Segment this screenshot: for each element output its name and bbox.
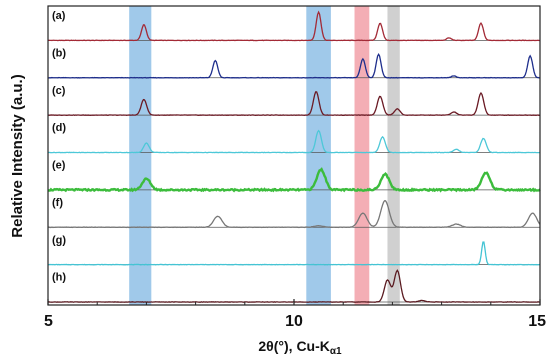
trace-label-h: (h) [52,272,66,284]
trace-panels [47,10,541,303]
trace-a [47,10,541,42]
trace-labels: (a) (b) (c) (d) (e) (f) (g) (h) [52,10,66,284]
highlight-band-4 [387,6,400,305]
highlight-band-3 [354,6,370,305]
x-tick-label-5: 5 [44,313,53,330]
x-axis-label: 2θ(°), Cu-Kα1 [258,338,342,356]
trace-h [47,269,541,303]
trace-b [47,53,541,79]
trace-d [47,129,541,154]
highlight-bands [129,6,400,305]
highlight-band-1 [129,6,152,305]
x-axis-label-main: 2θ(°), Cu-K [258,338,330,354]
x-tick-label-15: 15 [528,313,546,330]
trace-f [47,200,541,229]
trace-label-g: (g) [52,234,66,246]
x-axis-label-subscript: α1 [330,346,342,356]
trace-label-d: (d) [52,122,66,134]
trace-label-a: (a) [52,10,66,22]
trace-label-c: (c) [52,85,66,97]
plot-frame [47,5,541,306]
x-tick-label-10: 10 [285,313,303,330]
trace-e [47,167,541,193]
y-axis-label: Relative Intensity (a.u.) [9,74,26,237]
highlight-band-2 [306,6,331,305]
trace-label-b: (b) [52,47,66,59]
trace-label-f: (f) [52,197,63,209]
trace-g [48,241,541,266]
trace-label-e: (e) [52,160,66,172]
axes: 5 10 15 [44,5,546,330]
trace-c [47,91,541,116]
